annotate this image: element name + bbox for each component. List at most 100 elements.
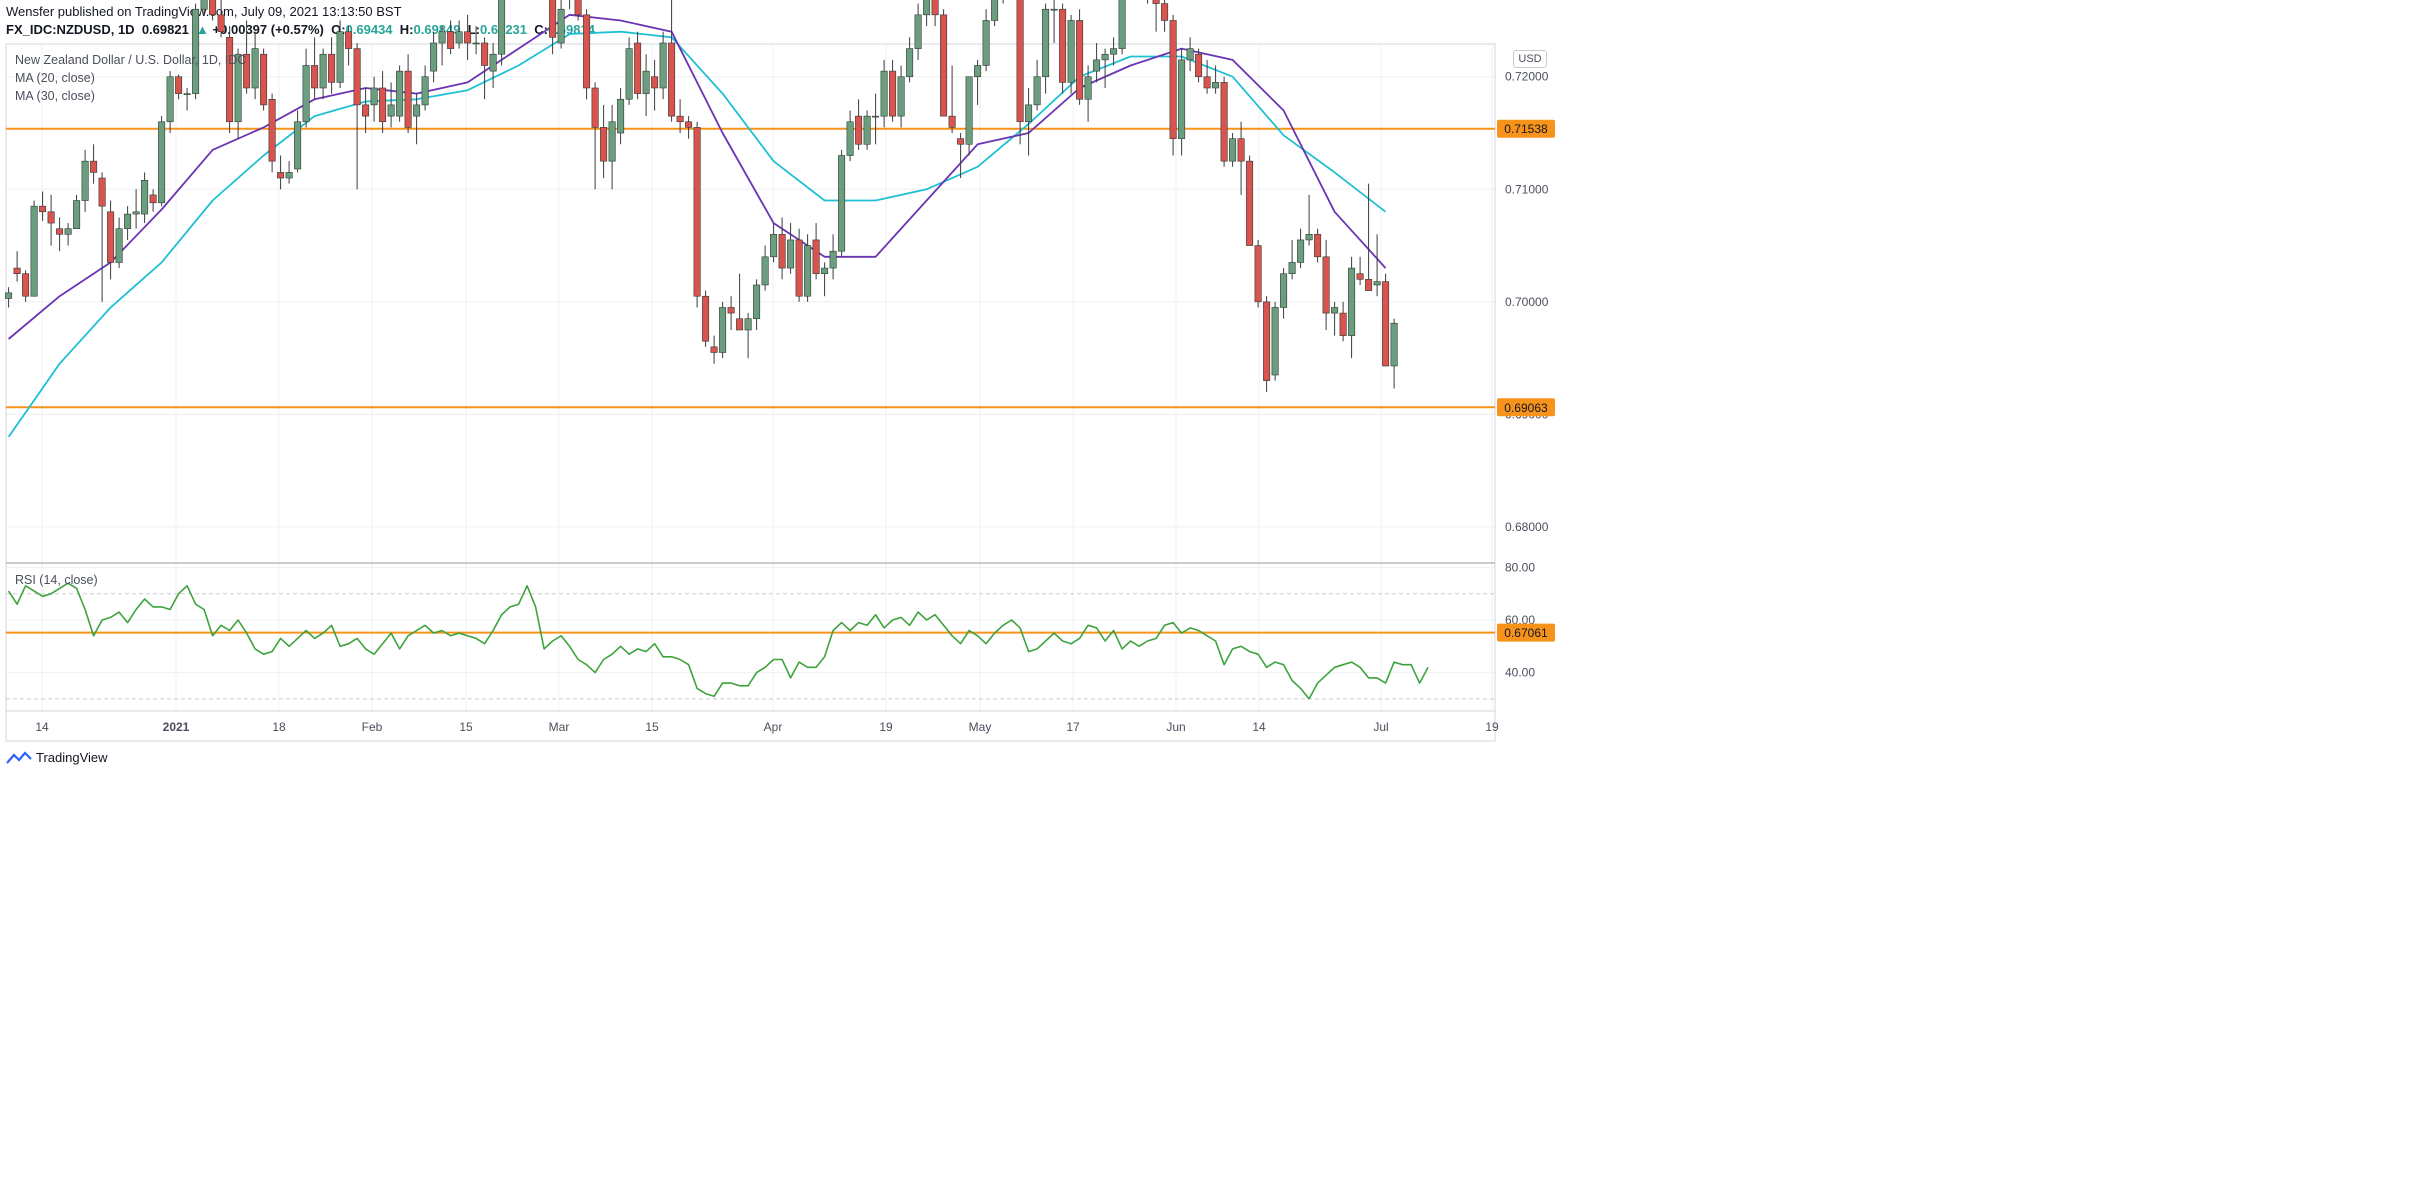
candles-layer: [5, 0, 1398, 392]
rsi-tick-label: 40.00: [1505, 666, 1535, 680]
candle-body: [1059, 8, 1067, 83]
candle: [1382, 273, 1390, 367]
open-value: 0.69434: [345, 22, 393, 37]
candle-body: [132, 211, 140, 215]
candle: [472, 26, 480, 55]
candle: [557, 0, 565, 49]
candle: [804, 234, 812, 302]
candle: [421, 65, 429, 111]
symbol-label[interactable]: FX_IDC:NZDUSD, 1D: [6, 22, 135, 37]
candle-body: [1093, 59, 1101, 72]
candle-body: [812, 239, 820, 275]
candle: [1042, 3, 1050, 94]
candle-body: [200, 0, 208, 10]
candle-body: [387, 104, 395, 117]
candle: [200, 0, 208, 15]
candle: [642, 54, 650, 117]
candle: [336, 20, 344, 88]
candle-body: [1212, 82, 1220, 89]
candle-body: [846, 121, 854, 156]
candle-body: [302, 65, 310, 123]
candle: [447, 20, 455, 55]
candle: [141, 172, 149, 224]
candle: [311, 37, 319, 100]
candle: [897, 65, 905, 128]
series-title: New Zealand Dollar / U.S. Dollar, 1D, ID…: [15, 53, 247, 67]
candle-body: [209, 0, 217, 16]
currency-badge[interactable]: USD: [1513, 50, 1547, 68]
candle: [906, 37, 914, 83]
candle-body: [1050, 8, 1058, 11]
candle-body: [608, 121, 616, 162]
candle-body: [141, 179, 149, 215]
candle-body: [1118, 0, 1126, 49]
price-axis[interactable]: 0.750000.740000.730000.720000.710000.700…: [1505, 0, 1549, 680]
candle-body: [251, 48, 259, 89]
candle: [1254, 239, 1262, 308]
rsi-legend[interactable]: RSI (14, close): [15, 573, 98, 587]
candle: [149, 189, 157, 212]
candle-body: [1084, 76, 1092, 100]
candle-body: [957, 138, 965, 145]
candle-body: [1305, 234, 1313, 241]
candle-body: [192, 8, 200, 94]
candle-body: [591, 87, 599, 128]
rsi-tick-label: 80.00: [1505, 560, 1535, 574]
rsi-tick-label: 60.00: [1505, 613, 1535, 627]
tradingview-brand[interactable]: TradingView: [6, 750, 108, 765]
candle: [302, 48, 310, 128]
candle: [914, 3, 922, 60]
ma20-legend[interactable]: MA (20, close): [15, 71, 95, 85]
candle: [1178, 48, 1186, 156]
candle-body: [1263, 301, 1271, 381]
time-tick-label: 15: [645, 720, 659, 734]
candle: [889, 59, 897, 122]
candle: [183, 87, 191, 111]
candle-body: [13, 267, 21, 275]
candle-body: [115, 228, 123, 263]
candle-body: [370, 87, 378, 106]
candle-body: [90, 160, 98, 173]
ma30-legend[interactable]: MA (30, close): [15, 89, 95, 103]
candle: [455, 20, 463, 49]
candle-body: [1101, 53, 1109, 61]
candle-body: [1203, 76, 1211, 89]
candle: [285, 161, 293, 184]
time-axis[interactable]: 14 2021 18 Feb 15 Mar 15 Apr 19 May 17 Jun 14 Jul 19: [35, 720, 1499, 734]
candle-body: [430, 42, 438, 72]
candle-body: [30, 205, 38, 297]
candle-body: [183, 93, 191, 95]
candle: [1288, 239, 1296, 280]
candle-body: [268, 98, 276, 162]
candle-body: [1016, 0, 1024, 123]
candle-body: [770, 234, 778, 258]
horizontal-levels: [6, 127, 1495, 634]
candle: [260, 48, 268, 111]
candle: [1229, 133, 1237, 167]
candle-body: [1178, 59, 1186, 139]
candle: [107, 200, 115, 280]
candle: [1203, 59, 1211, 94]
candle: [379, 71, 387, 134]
candle-body: [753, 284, 761, 320]
time-tick-label: 2021: [163, 720, 190, 734]
candle-body: [396, 70, 404, 117]
candle-body: [1042, 8, 1050, 78]
price-chart[interactable]: 0.750000.740000.730000.720000.710000.700…: [0, 0, 1568, 769]
candle-body: [948, 115, 956, 128]
candle-body: [821, 267, 829, 275]
close-label: C:: [534, 22, 548, 37]
candle: [863, 110, 871, 150]
price-tick-label: 0.71000: [1505, 182, 1549, 196]
candle: [1280, 268, 1288, 319]
candle-body: [982, 20, 990, 66]
candle: [727, 296, 735, 330]
candle-body: [260, 53, 268, 106]
candle-body: [906, 48, 914, 78]
candle: [1076, 9, 1084, 105]
candle-body: [1314, 234, 1322, 258]
candle-body: [1152, 0, 1160, 4]
candle-body: [974, 65, 982, 78]
candle-body: [107, 211, 115, 263]
candle: [982, 9, 990, 72]
